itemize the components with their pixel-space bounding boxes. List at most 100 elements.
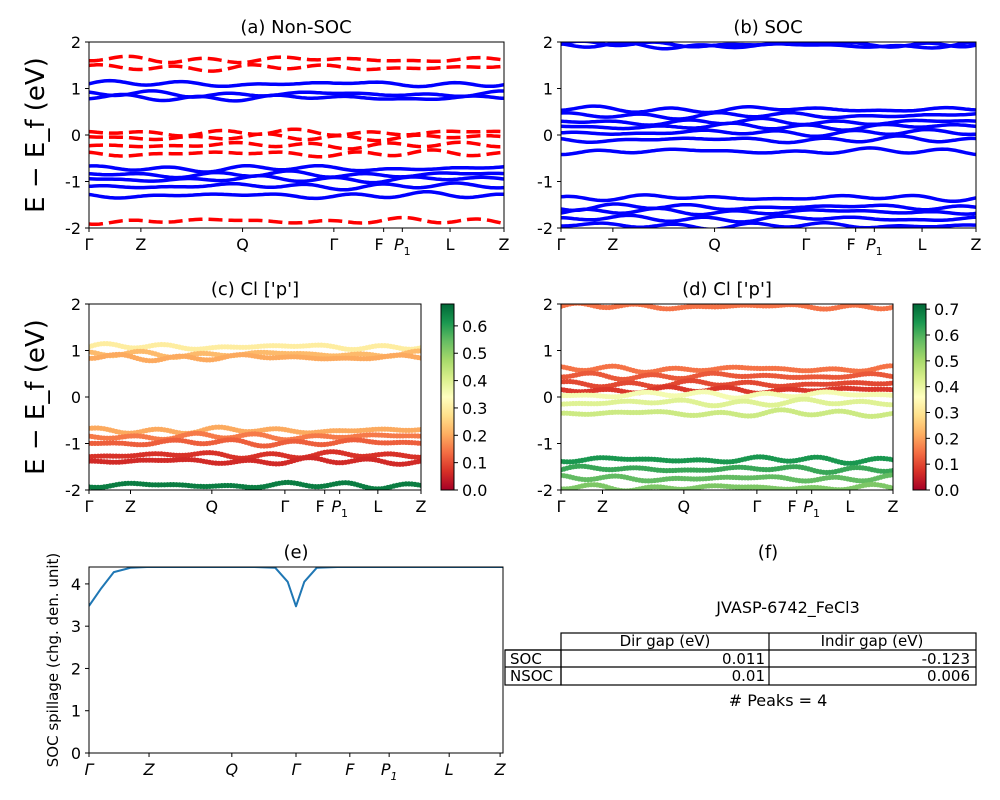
band-line-dashed xyxy=(89,132,504,143)
band-line-dashed xyxy=(89,140,504,151)
y-tick-label: 2 xyxy=(71,295,81,314)
y-tick-label: -2 xyxy=(537,219,553,238)
y-tick-label: -1 xyxy=(65,173,81,192)
y-tick-label: 1 xyxy=(71,80,81,99)
k-point-label: Γ xyxy=(557,235,566,254)
k-point-label: Γ xyxy=(292,760,302,779)
colorbar-tick-label: 0.5 xyxy=(462,344,487,363)
colorbar-c xyxy=(440,303,455,491)
band-line-dashed xyxy=(89,63,504,73)
k-point-label: Q xyxy=(226,760,239,779)
colorbar-tick-label: 0.2 xyxy=(462,426,487,445)
y-tick-label: 1 xyxy=(71,342,81,361)
table-cell: 0.006 xyxy=(927,667,970,685)
k-point-label: L xyxy=(446,235,455,254)
k-point-label: L xyxy=(445,760,454,779)
k-point-label: Γ xyxy=(752,497,761,516)
peaks-label: # Peaks = 4 xyxy=(729,691,828,710)
k-point-label: Z xyxy=(143,760,156,779)
y-tick-label: 1 xyxy=(543,342,553,361)
y-tick-label: 2 xyxy=(71,659,81,678)
band-line xyxy=(561,202,976,213)
y-tick-label: 1 xyxy=(543,80,553,99)
k-point-label: Z xyxy=(135,235,146,254)
band-point xyxy=(890,410,893,416)
colorbar-tick-label: 0.3 xyxy=(934,404,959,423)
panel-a-plot xyxy=(89,54,504,226)
k-point-label: L xyxy=(918,235,927,254)
k-point-label: Γ xyxy=(801,235,810,254)
band-line xyxy=(561,134,976,145)
k-point-label: Γ xyxy=(85,497,94,516)
band-point xyxy=(418,355,421,361)
band-line xyxy=(89,181,504,192)
k-point-label: Γ xyxy=(85,760,95,779)
k-point-label: Z xyxy=(597,497,608,516)
y-tick-label: 0 xyxy=(543,388,553,407)
k-point-label: P1 xyxy=(381,760,398,783)
band-line xyxy=(89,89,504,99)
panel-a-title: (a) Non-SOC xyxy=(240,17,351,38)
axes-layer: -2 -1 0 1 2 Γ Z Q Γ F P1 L Z -2 -1 0 1 2 Γ Z Q Γ F P1 L Z -2 -1 0 1 2 Γ… xyxy=(65,33,981,783)
band-line xyxy=(561,221,976,228)
k-point-label: Γ xyxy=(85,235,94,254)
band-point xyxy=(890,467,893,474)
colorbar-d xyxy=(912,303,927,491)
table-col-indir: Indir gap (eV) xyxy=(821,632,924,650)
colorbar-tick-label: 0.7 xyxy=(934,300,959,319)
energy-ylabel-top: E − E_f (eV) xyxy=(21,57,51,213)
band-point xyxy=(418,454,421,460)
band-line xyxy=(561,42,976,51)
k-point-label: L xyxy=(373,497,382,516)
band-line xyxy=(561,110,976,121)
band-point xyxy=(890,392,893,398)
band-point xyxy=(890,485,893,490)
y-tick-label: -1 xyxy=(65,435,81,454)
colorbar-tick-label: 0.4 xyxy=(934,378,959,397)
band-line xyxy=(561,127,976,139)
k-point-label: Q xyxy=(678,497,691,516)
k-point-label: Z xyxy=(499,235,510,254)
band-point xyxy=(418,440,421,446)
band-line-dashed xyxy=(89,127,504,138)
table-cell: 0.011 xyxy=(722,650,765,668)
band-line xyxy=(89,78,504,89)
colorbar-tick-label: 0.2 xyxy=(934,429,959,448)
colorbar-tick-label: 0.3 xyxy=(462,399,487,418)
panel-b-plot xyxy=(561,42,976,228)
y-tick-label: 4 xyxy=(71,575,81,594)
y-tick-label: -2 xyxy=(65,219,81,238)
y-tick-label: 0 xyxy=(71,388,81,407)
panel-e-title: (e) xyxy=(283,542,308,563)
k-point-label: Z xyxy=(416,497,427,516)
band-line xyxy=(561,193,976,204)
k-point-label: Q xyxy=(236,235,249,254)
energy-ylabel-mid: E − E_f (eV) xyxy=(21,319,51,475)
k-point-label: F xyxy=(345,760,355,779)
colorbar-tick-label: 0.0 xyxy=(934,481,959,500)
table-col-dir: Dir gap (eV) xyxy=(620,632,711,650)
band-line xyxy=(89,189,504,201)
k-point-label: F xyxy=(788,497,797,516)
panel-c-plot xyxy=(89,341,421,490)
table-title: JVASP-6742_FeCl3 xyxy=(715,598,860,618)
y-tick-label: 0 xyxy=(543,126,553,145)
panel-f-title: (f) xyxy=(758,542,778,563)
colorbar-tick-label: 0.1 xyxy=(934,455,959,474)
colorbar-tick-label: 0.4 xyxy=(462,372,487,391)
k-point-label: P1 xyxy=(866,235,883,258)
colorbar-ticks: 0.0 0.1 0.2 0.3 0.4 0.5 0.6 0.0 0.1 0.2 0.3 0.4 0.5 0… xyxy=(454,300,959,500)
y-tick-label: 1 xyxy=(71,702,81,721)
table-cell: -0.123 xyxy=(922,650,970,668)
k-point-label: Γ xyxy=(557,497,566,516)
k-point-label: Z xyxy=(125,497,136,516)
band-line-dashed xyxy=(89,54,504,65)
k-point-label: Γ xyxy=(280,497,289,516)
band-point xyxy=(890,363,893,369)
band-point xyxy=(418,433,421,439)
band-line-dashed xyxy=(89,148,504,159)
band-line xyxy=(89,169,504,180)
k-point-label: Γ xyxy=(329,235,338,254)
band-point xyxy=(890,387,893,393)
